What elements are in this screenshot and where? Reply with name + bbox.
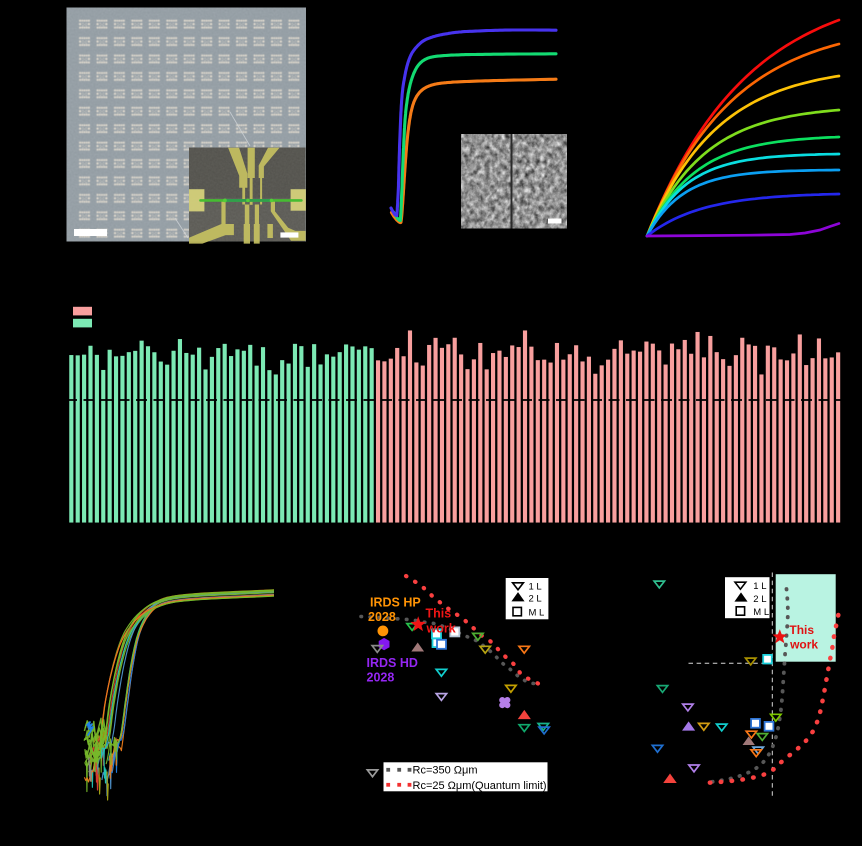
svg-text:This: This [426,606,452,620]
svg-text:Rc=350 Ωμm: Rc=350 Ωμm [413,765,478,777]
svg-text:IRDS HD: IRDS HD [367,656,418,670]
svg-text:work: work [426,622,456,636]
svg-text:This: This [789,623,814,637]
svg-text:M L: M L [753,607,769,618]
svg-text:M L: M L [529,607,545,618]
svg-text:2028: 2028 [368,610,396,624]
svg-text:Rc=25 Ωμm(Quantum limit): Rc=25 Ωμm(Quantum limit) [413,780,547,792]
svg-text:2 L: 2 L [529,594,542,605]
svg-text:2028: 2028 [367,671,395,685]
svg-text:IRDS HP: IRDS HP [370,596,421,610]
svg-text:1 L: 1 L [753,581,766,592]
svg-text:work: work [789,637,818,651]
svg-text:2 L: 2 L [753,594,766,605]
svg-text:1 L: 1 L [529,582,542,593]
